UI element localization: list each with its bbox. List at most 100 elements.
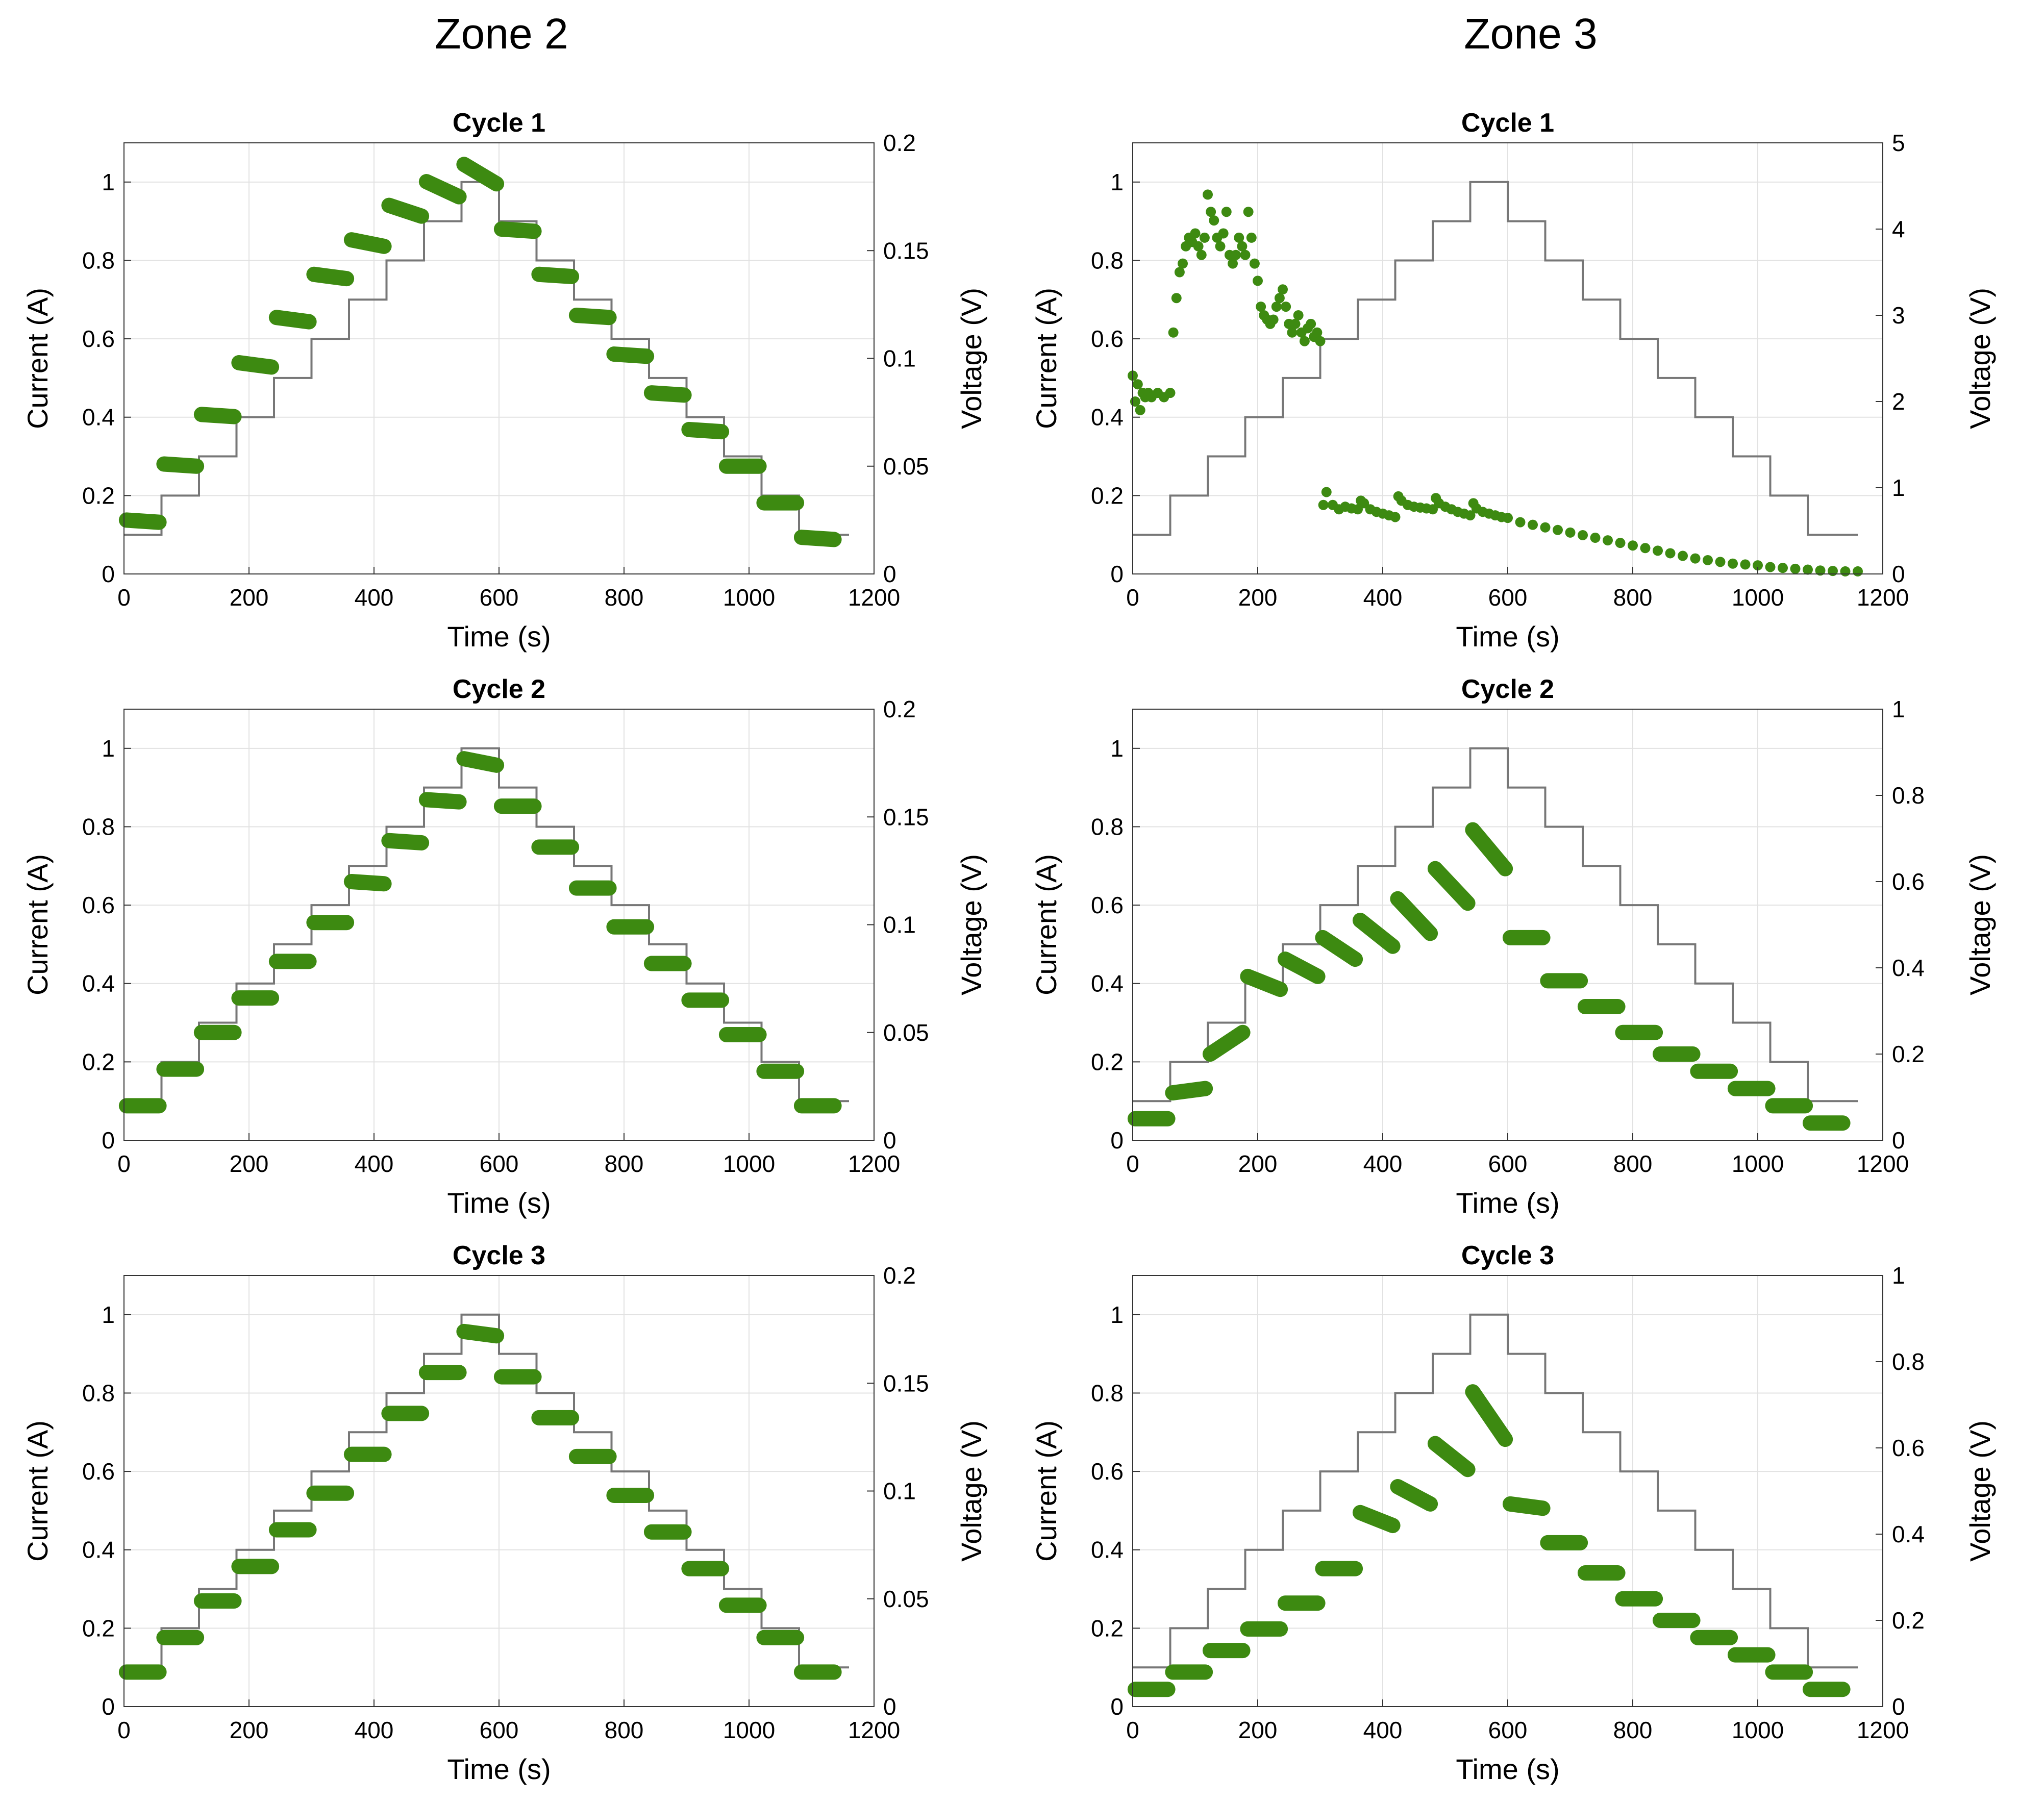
voltage-point	[1203, 189, 1213, 200]
y-tick-label: 0	[1110, 1127, 1124, 1154]
x-tick-label: 0	[1126, 584, 1139, 611]
voltage-step-marker	[156, 456, 205, 474]
chart-title: Cycle 3	[453, 1241, 545, 1270]
x-tick-label: 400	[355, 584, 394, 611]
y2-tick-label: 1	[1892, 696, 1905, 722]
voltage-point	[1503, 513, 1513, 523]
x-tick-label: 600	[480, 584, 519, 611]
current-step-line	[124, 1313, 849, 1669]
y2-tick-label: 0.05	[883, 453, 929, 480]
voltage-step-marker	[606, 346, 655, 364]
y-tick-label: 0.4	[1091, 404, 1124, 431]
y-tick-label: 1	[1110, 169, 1124, 195]
x-tick-label: 1000	[1732, 584, 1784, 611]
voltage-point	[1703, 555, 1713, 565]
voltage-step-marker	[1390, 891, 1438, 941]
voltage-point	[1528, 519, 1538, 530]
voltage-point	[1628, 540, 1638, 551]
x-tick-label: 1000	[1732, 1150, 1784, 1177]
current-step-line	[1133, 1313, 1858, 1669]
y-tick-label: 0.2	[82, 1615, 115, 1641]
voltage-point	[1215, 241, 1226, 252]
y2-axis-label: Voltage (V)	[1964, 288, 1996, 429]
x-tick-label: 800	[1613, 1150, 1653, 1177]
x-tick-label: 1200	[848, 584, 900, 611]
voltage-point	[1840, 566, 1851, 577]
voltage-point	[1312, 327, 1323, 338]
voltage-step-marker	[456, 157, 505, 192]
x-axis-label: Time (s)	[1456, 1753, 1559, 1785]
y-tick-label: 1	[1110, 735, 1124, 762]
voltage-point	[1828, 566, 1838, 577]
voltage-point	[1765, 562, 1776, 572]
y-tick-label: 0.4	[1091, 1537, 1124, 1563]
y2-tick-label: 0.4	[1892, 955, 1925, 981]
voltage-step-marker	[1352, 1505, 1401, 1534]
y-tick-label: 0.8	[1091, 813, 1124, 840]
y-tick-label: 0.2	[82, 482, 115, 509]
voltage-step-marker	[268, 310, 317, 330]
voltage-point	[1540, 522, 1551, 533]
voltage-step-marker	[381, 197, 430, 224]
voltage-step-marker	[418, 174, 467, 205]
voltage-point	[1653, 545, 1663, 556]
y2-tick-label: 0.05	[883, 1586, 929, 1612]
voltage-point	[1171, 293, 1182, 304]
voltage-step-marker	[418, 792, 467, 810]
voltage-point	[1815, 565, 1826, 576]
y-axis-label: Current (A)	[21, 1420, 54, 1562]
voltage-point	[1315, 336, 1326, 346]
x-tick-label: 600	[1488, 1717, 1528, 1743]
x-axis-label: Time (s)	[1456, 620, 1559, 653]
voltage-point	[1174, 267, 1185, 278]
x-axis-label: Time (s)	[447, 620, 551, 653]
voltage-point	[1615, 538, 1626, 548]
x-tick-label: 200	[230, 1717, 269, 1743]
y2-tick-label: 0.8	[1892, 782, 1925, 809]
voltage-step-marker	[1165, 1081, 1213, 1101]
voltage-step-marker	[1390, 1479, 1438, 1512]
y2-tick-label: 1	[1892, 474, 1905, 501]
y-tick-label: 0.6	[82, 325, 115, 352]
voltage-point	[1135, 405, 1145, 415]
y2-tick-label: 0.4	[1892, 1521, 1925, 1547]
voltage-point	[1640, 543, 1651, 554]
voltage-point	[1165, 388, 1176, 398]
voltage-point	[1321, 487, 1332, 497]
y-tick-label: 0.6	[82, 892, 115, 918]
x-tick-label: 600	[480, 1150, 519, 1177]
voltage-point	[1565, 527, 1576, 538]
y2-axis-label: Voltage (V)	[1964, 854, 1996, 995]
voltage-point	[1271, 302, 1282, 312]
voltage-step-marker	[681, 421, 730, 440]
y-axis-label: Current (A)	[1030, 1420, 1062, 1562]
y2-tick-label: 0	[1892, 1127, 1905, 1154]
x-tick-label: 0	[117, 1717, 131, 1743]
voltage-point	[1256, 302, 1266, 312]
y2-axis-label: Voltage (V)	[1964, 1420, 1996, 1562]
voltage-point	[1206, 207, 1216, 217]
y2-tick-label: 5	[1892, 130, 1905, 156]
panels: 0 200 400 600 800 1000 120000.20.40.60.8100.05…	[21, 108, 1996, 1785]
voltage-point	[1190, 228, 1201, 239]
voltage-point	[1293, 310, 1304, 320]
y-tick-label: 0	[1110, 561, 1124, 587]
chart-title: Cycle 3	[1461, 1241, 1554, 1270]
voltage-step-marker	[1465, 1384, 1513, 1447]
voltage-point	[1678, 550, 1688, 561]
y2-tick-label: 0	[883, 1127, 896, 1154]
y2-tick-label: 0.15	[883, 237, 929, 264]
x-tick-label: 200	[1238, 1717, 1278, 1743]
y-axis-label: Current (A)	[1030, 854, 1062, 995]
x-tick-label: 600	[1488, 1150, 1528, 1177]
y2-tick-label: 0.2	[883, 130, 916, 156]
y2-tick-label: 0	[1892, 1693, 1905, 1720]
voltage-point	[1728, 558, 1738, 569]
voltage-point	[1132, 379, 1143, 390]
voltage-step-marker	[793, 530, 842, 547]
x-tick-label: 1200	[848, 1717, 900, 1743]
y-tick-label: 0.4	[1091, 970, 1124, 997]
chart-title: Cycle 1	[453, 108, 545, 138]
x-tick-label: 800	[1613, 584, 1653, 611]
y-tick-label: 1	[102, 1301, 115, 1328]
